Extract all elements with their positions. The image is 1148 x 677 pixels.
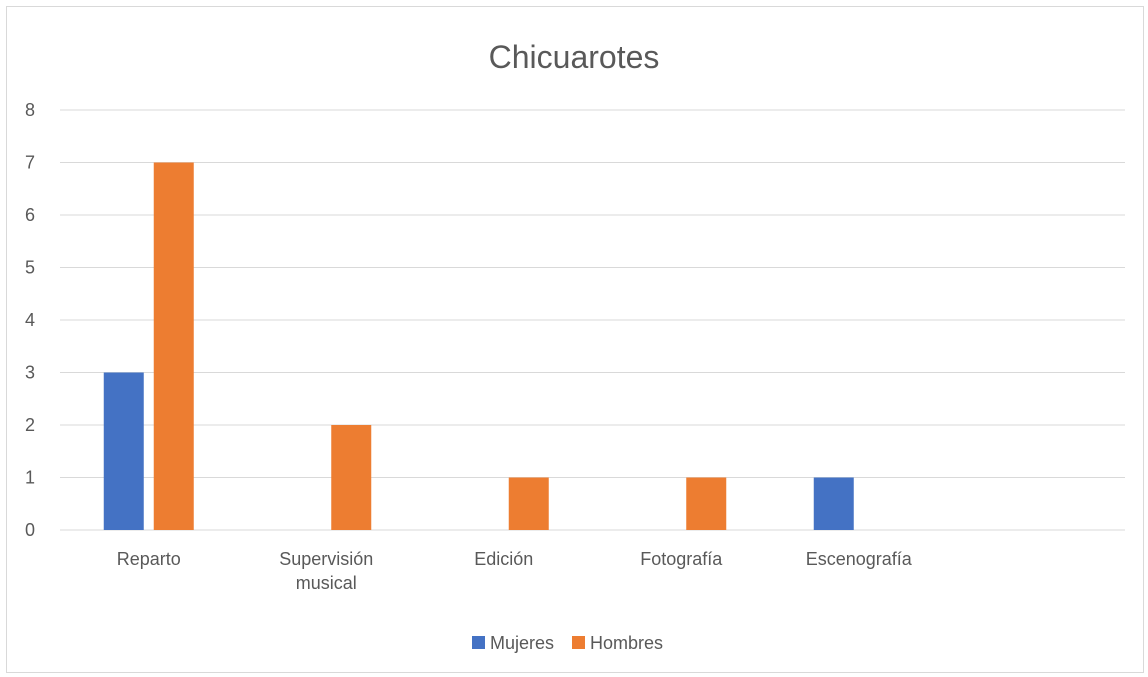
x-tick-label-line: Edición bbox=[474, 549, 533, 569]
legend-swatch-mujeres bbox=[472, 636, 485, 649]
x-tick-label: Reparto bbox=[117, 549, 181, 569]
chart-title: Chicuarotes bbox=[489, 39, 660, 75]
y-tick-label: 7 bbox=[25, 153, 35, 173]
x-tick-label-line: Reparto bbox=[117, 549, 181, 569]
bar-mujeres bbox=[103, 372, 144, 530]
bar-hombres bbox=[153, 162, 194, 530]
y-axis: 0 1 2 3 4 5 6 7 8 bbox=[25, 100, 35, 540]
y-tick-label: 8 bbox=[25, 100, 35, 120]
bar-hombres bbox=[508, 477, 549, 530]
y-tick-label: 4 bbox=[25, 310, 35, 330]
y-tick-label: 3 bbox=[25, 363, 35, 383]
x-tick-label-line: musical bbox=[296, 573, 357, 593]
legend-swatch-hombres bbox=[572, 636, 585, 649]
x-axis: Reparto Supervisión musical Edición Fotograf… bbox=[117, 549, 913, 593]
chart-frame bbox=[6, 6, 1144, 673]
x-tick-label-line: Supervisión bbox=[279, 549, 373, 569]
legend: Mujeres Hombres bbox=[472, 633, 663, 653]
bar-hombres bbox=[686, 477, 727, 530]
x-tick-label: Edición bbox=[474, 549, 533, 569]
y-tick-label: 6 bbox=[25, 205, 35, 225]
y-tick-label: 0 bbox=[25, 520, 35, 540]
legend-label-mujeres: Mujeres bbox=[490, 633, 554, 653]
legend-label-hombres: Hombres bbox=[590, 633, 663, 653]
gridlines bbox=[60, 109, 1125, 531]
y-tick-label: 5 bbox=[25, 258, 35, 278]
bars bbox=[103, 162, 854, 530]
y-tick-label: 1 bbox=[25, 468, 35, 488]
x-tick-label: Supervisión musical bbox=[279, 549, 373, 593]
bar-hombres bbox=[331, 425, 372, 530]
bar-mujeres bbox=[813, 477, 854, 530]
x-tick-label: Escenografía bbox=[806, 549, 913, 569]
x-tick-label: Fotografía bbox=[640, 549, 723, 569]
x-tick-label-line: Fotografía bbox=[640, 549, 723, 569]
y-tick-label: 2 bbox=[25, 415, 35, 435]
x-tick-label-line: Escenografía bbox=[806, 549, 913, 569]
